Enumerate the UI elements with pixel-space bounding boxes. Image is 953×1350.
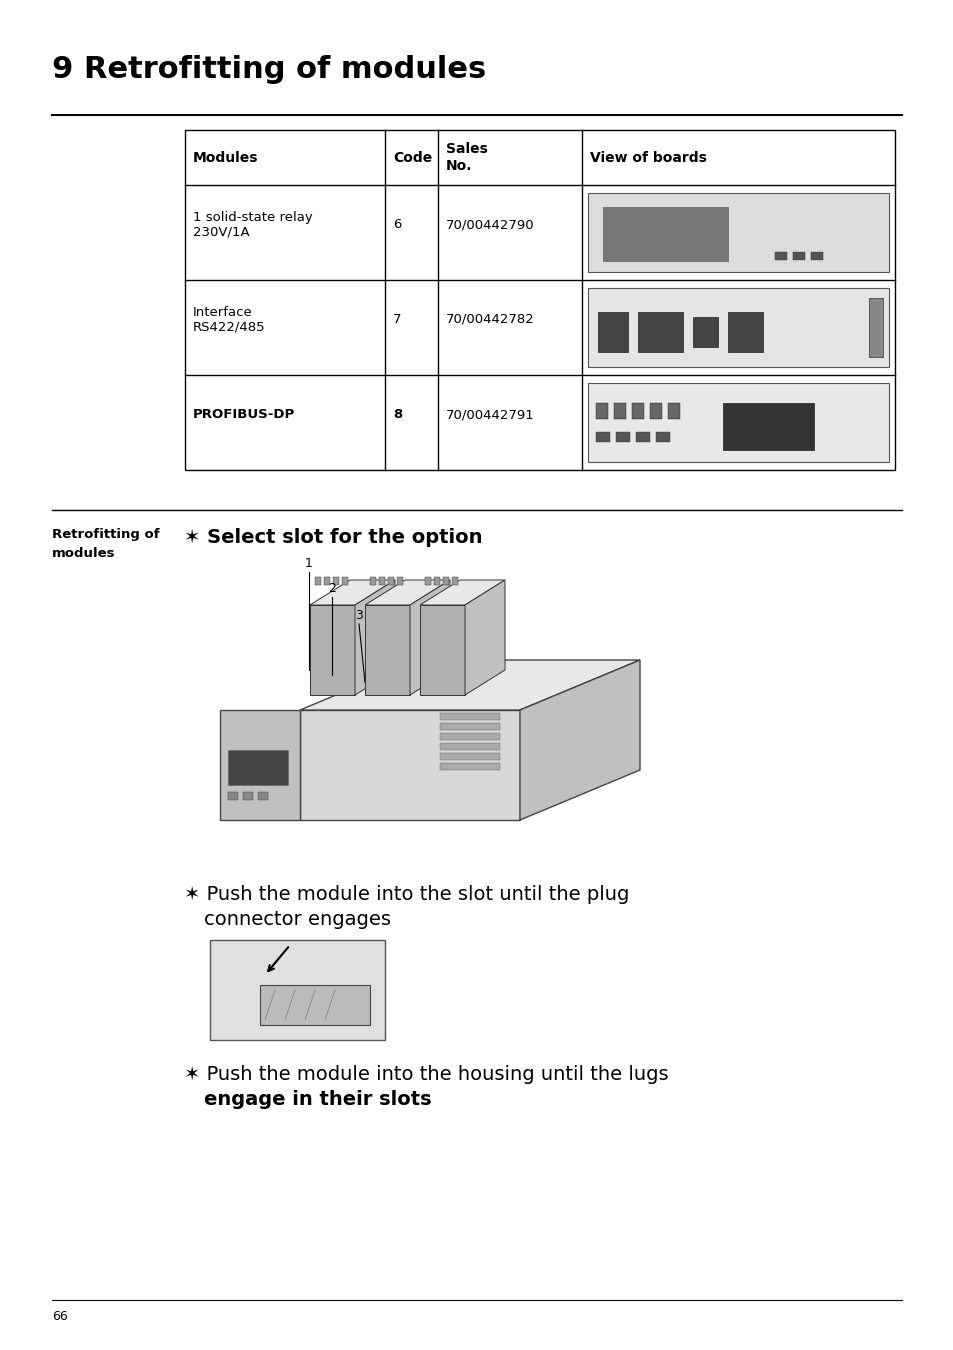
Polygon shape: [355, 580, 395, 695]
Bar: [602, 207, 729, 262]
Bar: [220, 710, 299, 819]
Bar: [257, 792, 268, 801]
Polygon shape: [410, 580, 450, 695]
Bar: [388, 576, 394, 585]
Bar: [370, 576, 375, 585]
Bar: [598, 312, 627, 352]
Bar: [228, 751, 288, 784]
Text: 1 solid-state relay
230V/1A: 1 solid-state relay 230V/1A: [193, 211, 313, 239]
Polygon shape: [464, 580, 504, 695]
Polygon shape: [310, 580, 395, 605]
Bar: [587, 193, 888, 271]
Text: 6: 6: [393, 217, 401, 231]
Bar: [243, 792, 253, 801]
Bar: [434, 576, 439, 585]
Bar: [868, 298, 882, 356]
Bar: [442, 576, 449, 585]
Bar: [439, 724, 499, 730]
Text: Retrofitting of
modules: Retrofitting of modules: [52, 528, 159, 560]
Text: ✶ Select slot for the option: ✶ Select slot for the option: [184, 528, 482, 547]
Bar: [614, 402, 625, 418]
Bar: [314, 576, 320, 585]
Polygon shape: [519, 660, 639, 819]
Text: ✶ Push the module into the housing until the lugs: ✶ Push the module into the housing until…: [184, 1065, 668, 1084]
Bar: [439, 753, 499, 760]
Text: ✶ Push the module into the slot until the plug: ✶ Push the module into the slot until th…: [184, 886, 629, 904]
Bar: [667, 402, 679, 418]
Bar: [774, 252, 786, 261]
Bar: [260, 986, 370, 1025]
Text: 70/00442791: 70/00442791: [446, 408, 535, 421]
Bar: [310, 605, 355, 695]
Text: 70/00442782: 70/00442782: [446, 313, 535, 325]
Bar: [341, 576, 348, 585]
Bar: [378, 576, 385, 585]
Text: 1: 1: [305, 558, 313, 570]
Bar: [587, 288, 888, 367]
Text: 70/00442790: 70/00442790: [446, 217, 534, 231]
Bar: [649, 402, 661, 418]
Bar: [727, 312, 762, 352]
Bar: [439, 733, 499, 740]
Text: 9 Retrofitting of modules: 9 Retrofitting of modules: [52, 55, 486, 84]
Polygon shape: [299, 660, 639, 710]
Bar: [324, 576, 330, 585]
Text: Interface
RS422/485: Interface RS422/485: [193, 305, 265, 333]
Bar: [333, 576, 338, 585]
Bar: [636, 432, 649, 443]
Text: engage in their slots: engage in their slots: [204, 1089, 431, 1108]
Text: Modules: Modules: [193, 150, 258, 165]
Bar: [792, 252, 803, 261]
Bar: [810, 252, 821, 261]
Text: 2: 2: [328, 582, 335, 595]
Bar: [631, 402, 643, 418]
Text: View of boards: View of boards: [589, 150, 706, 165]
Text: Code: Code: [393, 150, 432, 165]
Text: connector engages: connector engages: [204, 910, 391, 929]
Bar: [656, 432, 669, 443]
Polygon shape: [365, 580, 450, 605]
Bar: [419, 605, 464, 695]
Text: Sales
No.: Sales No.: [446, 142, 487, 173]
Bar: [638, 312, 682, 352]
Bar: [210, 940, 385, 1040]
Text: 7: 7: [393, 313, 401, 325]
Bar: [452, 576, 457, 585]
Text: 66: 66: [52, 1310, 68, 1323]
Text: 8: 8: [393, 408, 402, 421]
Bar: [596, 402, 607, 418]
Polygon shape: [419, 580, 504, 605]
Text: 3: 3: [355, 609, 362, 622]
Bar: [692, 317, 718, 347]
Bar: [439, 743, 499, 751]
Bar: [587, 383, 888, 462]
Bar: [299, 710, 519, 819]
Bar: [396, 576, 402, 585]
Bar: [722, 402, 813, 450]
Bar: [365, 605, 410, 695]
Bar: [439, 713, 499, 720]
Bar: [616, 432, 629, 443]
Bar: [185, 130, 894, 470]
Bar: [228, 792, 237, 801]
Bar: [424, 576, 431, 585]
Bar: [596, 432, 609, 443]
Text: PROFIBUS-DP: PROFIBUS-DP: [193, 408, 294, 421]
Bar: [439, 763, 499, 769]
